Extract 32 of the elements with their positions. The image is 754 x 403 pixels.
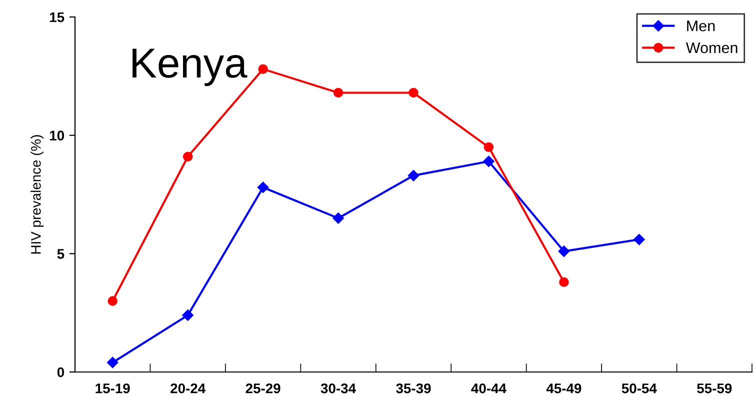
text: Kenya: [132, 48, 248, 86]
point: [257, 182, 269, 194]
point: [408, 170, 420, 182]
point: [332, 212, 344, 224]
point: [258, 64, 268, 74]
x-tick-label: 30-34: [320, 383, 356, 394]
point: [559, 277, 569, 287]
legend-label: Women: [686, 42, 738, 54]
point: [333, 88, 344, 98]
x-tick-label: 20-24: [170, 383, 206, 394]
point: [484, 142, 494, 152]
x-tick-label: 40-44: [471, 383, 506, 394]
point: [483, 156, 494, 167]
point: [558, 246, 570, 257]
point: [182, 310, 194, 321]
point: [408, 88, 418, 98]
y-tick-label: 5: [57, 249, 64, 259]
x-tick-label: 25-29: [246, 383, 280, 394]
y-tick-label: 15: [50, 12, 64, 22]
x-tick-label: 45-49: [546, 383, 582, 394]
y-tick-label: 10: [50, 130, 64, 141]
point: [107, 356, 118, 368]
point: [108, 296, 118, 306]
x-tick-label: 15-19: [96, 383, 130, 394]
point: [182, 152, 193, 162]
point: [634, 234, 645, 246]
x-tick-label: 55-59: [697, 383, 732, 394]
legend-label: Men: [687, 20, 715, 32]
x-tick-label: 50-54: [622, 383, 657, 394]
x-tick-label: 35-39: [396, 383, 431, 394]
y-axis-title: HIV prevalence (%): [30, 135, 44, 254]
y-tick-label: 0: [57, 367, 64, 378]
